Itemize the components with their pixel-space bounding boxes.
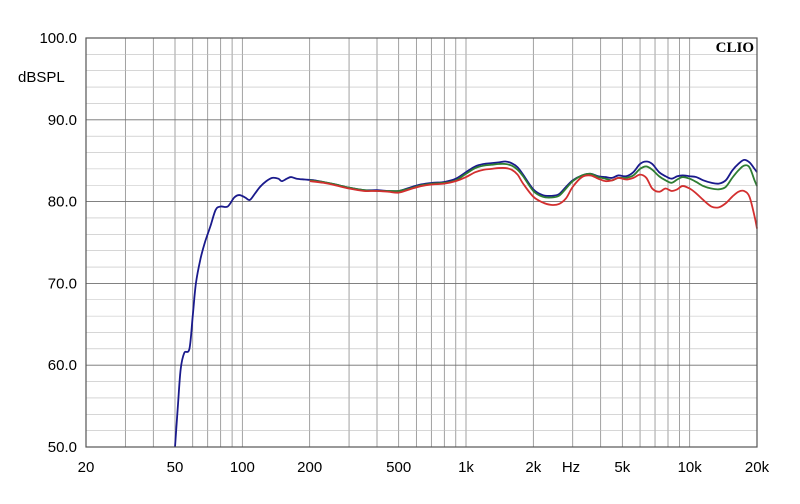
y-axis-label: dBSPL [18, 69, 65, 86]
x-tick-label: 20 [78, 459, 95, 476]
x-tick-label: 100 [230, 459, 255, 476]
x-tick-label: 1k [458, 459, 474, 476]
x-tick-label: 50 [167, 459, 184, 476]
y-tick-label: 50.0 [48, 439, 77, 456]
x-tick-label: 2k [525, 459, 541, 476]
x-tick-label: 5k [614, 459, 630, 476]
grid [86, 38, 757, 447]
series-line-3 [309, 167, 758, 229]
x-tick-label: 10k [678, 459, 703, 476]
clio-logo: CLIO [716, 40, 754, 56]
y-tick-label: 60.0 [48, 357, 77, 374]
y-tick-labels: 100.0 90.0 80.0 70.0 60.0 50.0 [39, 30, 77, 456]
x-axis-label: Hz [562, 459, 580, 476]
plot-background [86, 38, 757, 447]
y-tick-label: 80.0 [48, 194, 77, 211]
y-tick-label: 100.0 [39, 30, 77, 47]
series-layer [174, 158, 758, 448]
y-tick-label: 70.0 [48, 275, 77, 292]
x-tick-label: 20k [745, 459, 770, 476]
y-tick-label: 90.0 [48, 112, 77, 129]
plot-frame [85, 37, 758, 448]
x-tick-label: 200 [297, 459, 322, 476]
x-tick-labels: 20 50 100 200 500 1k 2k 5k 10k 20k [78, 459, 770, 476]
x-tick-label: 500 [386, 459, 411, 476]
series-line-1 [174, 158, 758, 448]
